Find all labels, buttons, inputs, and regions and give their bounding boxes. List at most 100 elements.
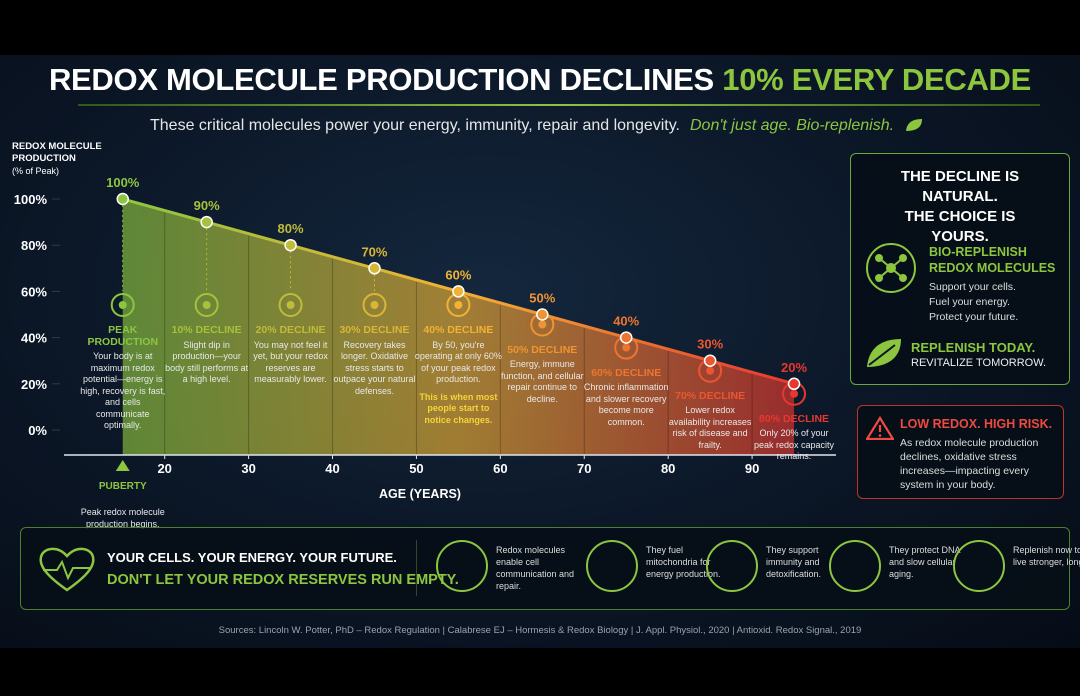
x-tick-label: 80 [661,461,675,476]
value-label: 100% [106,175,140,190]
annotation: 50% DECLINE Energy, immune function, and … [498,343,586,406]
annotation: 10% DECLINE Slight dip in production—your… [163,324,251,386]
annotation-title: PEAK PRODUCTION [87,324,159,348]
annotation-text: Energy, immune function, and cellular re… [501,359,584,404]
value-label: 50% [529,291,555,306]
cta-text: REVITALIZE TOMORROW. [911,357,1047,369]
value-label: 90% [194,198,220,213]
benefit-text: Replenish now to live stronger, longer. [1013,545,1080,567]
puberty-text: Peak redox molecule production begins. [80,507,165,529]
x-tick-label: 70 [577,461,591,476]
x-tick-label: 20 [157,461,171,476]
cta-title: REPLENISH TODAY. [911,340,1036,355]
icon-core [706,366,715,375]
bio-line: Protect your future. [929,311,1019,323]
point [116,192,129,206]
x-tick-label: 60 [493,461,507,476]
point [452,285,465,298]
side-heading: THE DECLINE IS NATURAL. THE CHOICE IS YOU… [851,167,1069,247]
annotation-title: 80% DECLINE [759,412,830,425]
icon-core [790,389,799,398]
point [787,377,801,391]
divider [416,540,417,596]
value-label: 70% [361,244,387,259]
icon-ring [362,293,387,317]
banner: YOUR CELLS. YOUR ENERGY. YOUR FUTURE. DO… [20,527,1080,610]
risk-panel: LOW REDOX. HIGH RISK. As redox molecule … [857,405,1064,499]
x-axis-label: AGE (YEARS) [379,487,461,501]
bio-line: Fuel your energy. [929,296,1010,308]
annotation-text: Chronic inflammation and slower recovery… [583,382,669,427]
x-tick-label: 30 [241,461,255,476]
point [536,308,549,321]
value-label: 40% [613,314,639,329]
annotation-text: Slight dip in production—your body still… [165,339,249,385]
y-tick-label: 20% [21,377,47,392]
benefit-text: They protect DNA and slow cellular aging… [889,545,961,579]
banner-line2: DON'T LET YOUR REDOX RESERVES RUN EMPTY. [107,572,459,588]
benefit-icon [706,540,758,592]
annotation-title: 30% DECLINE [339,324,410,336]
bio-line: Support your cells. [929,281,1016,293]
value-label: 80% [278,221,304,236]
benefit-icon [436,540,488,592]
annotation-title: 40% DECLINE [423,324,494,336]
y-label: REDOX MOLECULE PRODUCTION [12,141,102,164]
y-label-unit: (% of Peak) [12,166,60,176]
annotation: 70% DECLINE Lower redox availability incr… [666,389,754,452]
annotation-text: You may not feel it yet, but your redox … [253,339,328,385]
point [200,215,213,229]
annotation-title: 20% DECLINE [255,324,326,336]
value-label: 30% [697,337,723,352]
annotation-note: This is when most people start to notice… [419,391,498,425]
tagline: Don't just age. Bio-replenish. [690,117,895,134]
annotation-text: Your body is at maximum redox potential—… [80,351,166,430]
annotation-title: 10% DECLINE [171,324,242,336]
heart-icon [39,547,95,592]
icon-core [454,301,463,309]
annotation: 40% DECLINE By 50, you're operating at on… [414,324,502,426]
benefit-text: They fuel mitochondria for energy produc… [646,545,721,579]
benefit-icon [586,540,638,592]
bio-lines: Support your cells. Fuel your energy. Prot… [929,280,1018,325]
icon-core [538,320,547,329]
icon-core [202,301,211,309]
x-tick-label: 50 [409,461,423,476]
point [703,354,717,367]
annotation-title: 70% DECLINE [675,389,746,402]
value-label: 60% [445,267,471,282]
subtitle-row: These critical molecules power your ener… [150,117,923,135]
puberty-label: PUBERTY [99,481,147,492]
y-tick-label: 60% [21,284,47,299]
point [619,331,633,344]
annotation-title: 50% DECLINE [507,343,578,356]
icon-ring [278,293,303,317]
benefit-text: They support immunity and detoxification… [766,545,822,579]
annotation: 60% DECLINE Chronic inflammation and slow… [582,366,670,429]
leaf-icon [867,339,901,367]
title-rule [78,104,1040,106]
title: REDOX MOLECULE PRODUCTION DECLINES 10% E… [0,62,1080,98]
benefit-icon [829,540,881,592]
annotation-text: Lower redox availability increases risk … [668,405,752,450]
title-main: REDOX MOLECULE PRODUCTION DECLINES [48,62,714,97]
leaf-icon [905,119,922,131]
subtitle: These critical molecules power your ener… [150,117,680,134]
value-label: 20% [781,360,807,375]
annotation-text: Only 20% of your peak redox capacity rem… [754,428,835,462]
banner-line1: YOUR CELLS. YOUR ENERGY. YOUR FUTURE. [107,550,397,565]
annotation-title: 60% DECLINE [591,366,662,379]
y-tick-label: 40% [21,331,47,346]
annotation: PEAK PRODUCTION Your body is at maximum r… [79,324,167,432]
sources: Sources: Lincoln W. Potter, PhD – Redox … [218,625,862,636]
benefit-text: Redox molecules enable cell communicatio… [496,545,575,591]
molecule-icon [866,243,916,293]
chart: 0% 20% 40% 60% 80% 100% 20 30 40 50 60 70 80 90 AGE (Y… [14,175,836,501]
heading-line: THE CHOICE IS YOURS. [904,208,1016,245]
x-tick-label: 40 [325,461,339,476]
annotation: 20% DECLINE You may not feel it yet, but … [247,324,335,386]
x-tick-label: 90 [745,461,759,476]
annotation-text: By 50, you're operating at only 60% of y… [414,339,502,385]
heading-line: THE DECLINE IS NATURAL. [900,168,1020,205]
